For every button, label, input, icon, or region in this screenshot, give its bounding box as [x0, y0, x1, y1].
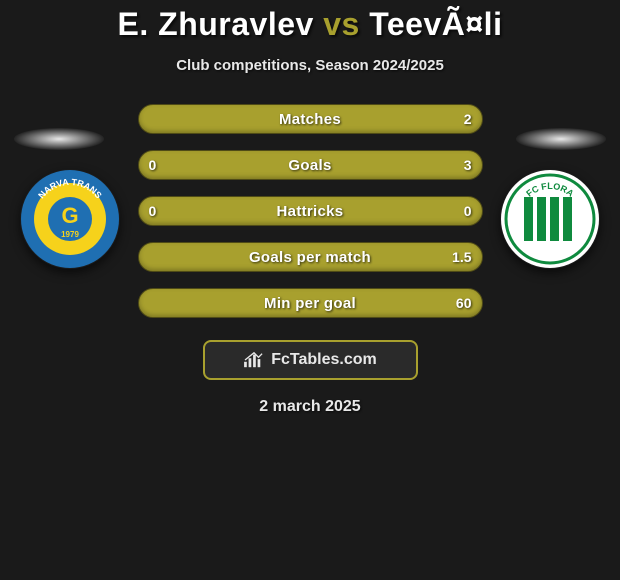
player1-name: E. Zhuravlev [118, 6, 314, 42]
svg-text:1979: 1979 [61, 230, 79, 239]
stat-label: Min per goal [264, 295, 356, 312]
stat-label: Matches [279, 111, 341, 128]
brand-text: FcTables.com [271, 351, 377, 369]
brand-badge: FcTables.com [203, 340, 418, 380]
stat-label: Goals [288, 157, 331, 174]
svg-text:G: G [61, 203, 78, 228]
stat-right-value: 60 [456, 295, 472, 311]
player2-name: TeevÃ¤li [369, 6, 502, 42]
stat-right-value: 0 [464, 203, 472, 219]
comparison-title: E. Zhuravlev vs TeevÃ¤li [0, 0, 620, 43]
stat-left-value: 0 [149, 203, 157, 219]
comparison-body: G 1979 NARVA TRANS FC FLORA [0, 104, 620, 416]
footer-date: 2 march 2025 [0, 398, 620, 416]
player2-club-crest: FC FLORA [500, 169, 600, 269]
vs-label: vs [323, 6, 360, 42]
stat-row-goals-per-match: Goals per match 1.5 [138, 242, 483, 272]
narva-trans-icon: G 1979 NARVA TRANS [20, 169, 120, 269]
stat-row-hattricks: 0 Hattricks 0 [138, 196, 483, 226]
bar-chart-icon [243, 351, 265, 369]
stat-row-matches: Matches 2 [138, 104, 483, 134]
fc-flora-icon: FC FLORA [500, 169, 600, 269]
stat-label: Hattricks [277, 203, 344, 220]
stat-row-goals: 0 Goals 3 [138, 150, 483, 180]
left-badge-shadow [14, 128, 104, 150]
subtitle: Club competitions, Season 2024/2025 [0, 57, 620, 74]
right-badge-shadow [516, 128, 606, 150]
stat-label: Goals per match [249, 249, 371, 266]
stats-rows: Matches 2 0 Goals 3 0 Hattricks 0 Goals … [138, 104, 483, 318]
stat-right-value: 3 [464, 157, 472, 173]
stat-left-value: 0 [149, 157, 157, 173]
player1-club-crest: G 1979 NARVA TRANS [20, 169, 120, 269]
stat-right-value: 2 [464, 111, 472, 127]
stat-row-min-per-goal: Min per goal 60 [138, 288, 483, 318]
stat-right-value: 1.5 [452, 249, 471, 265]
